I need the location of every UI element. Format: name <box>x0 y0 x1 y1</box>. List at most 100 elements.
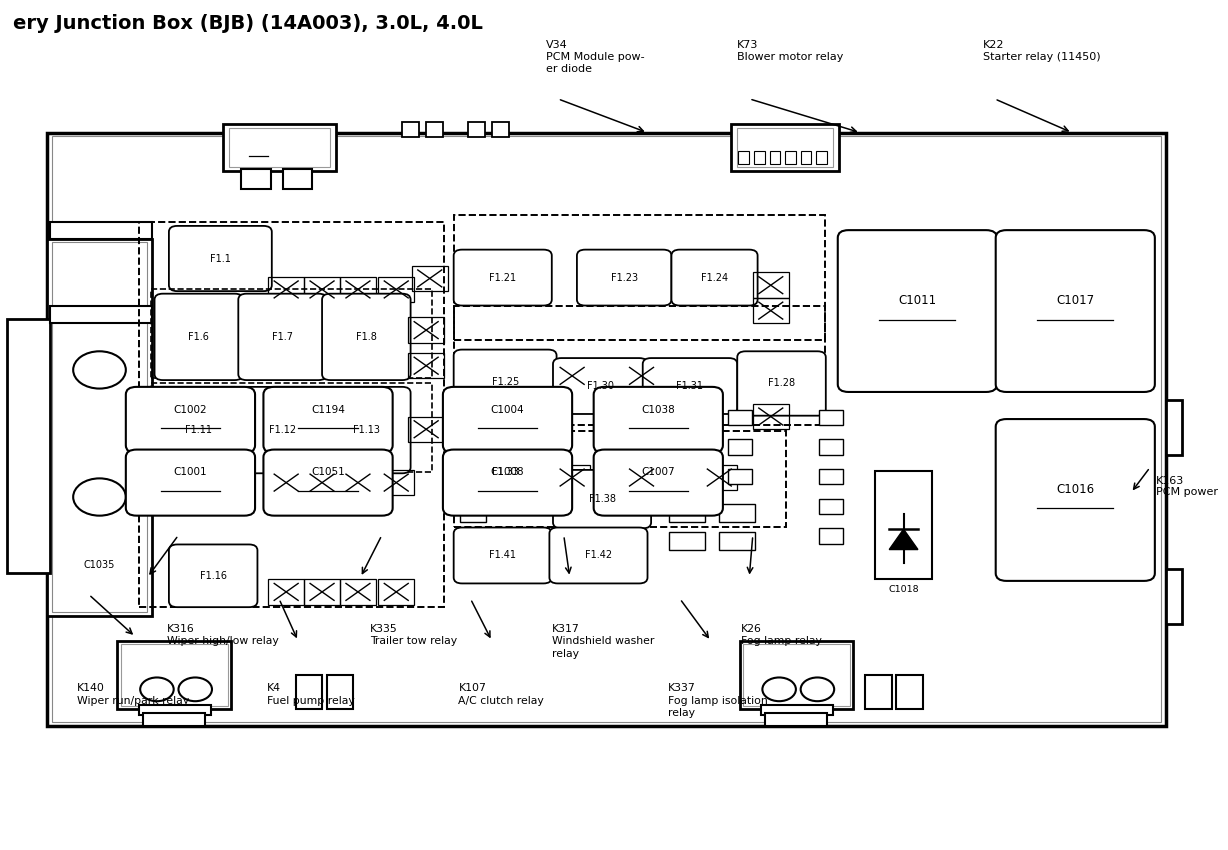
FancyBboxPatch shape <box>737 351 825 416</box>
FancyBboxPatch shape <box>443 450 572 516</box>
Text: F1.8: F1.8 <box>356 332 377 342</box>
Text: F1.41: F1.41 <box>489 551 516 560</box>
Polygon shape <box>889 530 919 550</box>
Text: C1018: C1018 <box>888 585 919 594</box>
Bar <box>122 643 227 706</box>
FancyBboxPatch shape <box>837 230 997 392</box>
Bar <box>241 169 270 190</box>
Bar <box>151 290 432 378</box>
Bar <box>492 122 508 137</box>
Bar <box>669 504 705 523</box>
FancyBboxPatch shape <box>996 419 1154 581</box>
Bar <box>770 151 780 164</box>
Text: F1.25: F1.25 <box>491 377 518 387</box>
Bar <box>228 128 330 167</box>
Bar <box>222 124 336 171</box>
FancyBboxPatch shape <box>549 528 647 583</box>
Bar <box>731 124 839 171</box>
Bar <box>268 277 305 302</box>
FancyBboxPatch shape <box>169 226 271 292</box>
Bar <box>411 266 448 292</box>
Text: K4
Fuel pump relay: K4 Fuel pump relay <box>266 683 355 706</box>
Bar <box>801 151 812 164</box>
Bar <box>753 298 788 323</box>
Bar <box>701 465 737 490</box>
Bar <box>624 465 659 490</box>
FancyBboxPatch shape <box>672 250 758 305</box>
Bar <box>1165 400 1183 455</box>
Bar <box>819 410 842 425</box>
Bar <box>669 532 705 551</box>
Bar <box>817 151 826 164</box>
Text: ery Junction Box (BJB) (14A003), 3.0L, 4.0L: ery Junction Box (BJB) (14A003), 3.0L, 4… <box>14 14 484 33</box>
FancyBboxPatch shape <box>593 387 723 453</box>
Text: C1035: C1035 <box>84 560 115 570</box>
FancyBboxPatch shape <box>238 294 327 380</box>
Text: C1017: C1017 <box>1056 294 1094 308</box>
Bar <box>720 504 755 523</box>
Bar <box>139 222 445 607</box>
Bar <box>739 641 853 709</box>
Text: F1.16: F1.16 <box>200 571 227 581</box>
Bar <box>118 641 231 709</box>
Bar <box>403 122 419 137</box>
Bar <box>408 317 445 343</box>
Text: F1.31: F1.31 <box>677 381 704 391</box>
Bar <box>819 499 842 514</box>
Bar <box>554 465 591 490</box>
Bar <box>624 363 659 388</box>
FancyBboxPatch shape <box>453 442 556 503</box>
Text: F1.24: F1.24 <box>701 273 728 282</box>
Bar <box>453 431 786 527</box>
Bar <box>139 705 211 715</box>
Bar <box>340 277 376 302</box>
FancyBboxPatch shape <box>553 358 647 414</box>
Bar <box>305 470 340 496</box>
Bar <box>459 506 486 523</box>
Text: F1.13: F1.13 <box>352 425 379 435</box>
Bar <box>765 713 826 726</box>
Bar <box>761 705 833 715</box>
Bar <box>728 410 752 425</box>
Text: K163
PCM power: K163 PCM power <box>1156 476 1218 497</box>
FancyBboxPatch shape <box>642 358 737 414</box>
Bar <box>468 122 485 137</box>
Text: F1.7: F1.7 <box>273 332 293 342</box>
Bar <box>327 675 354 709</box>
FancyBboxPatch shape <box>322 387 410 473</box>
Bar <box>268 579 305 604</box>
FancyBboxPatch shape <box>264 387 393 453</box>
Text: F1.21: F1.21 <box>489 273 516 282</box>
Bar <box>50 222 152 239</box>
FancyBboxPatch shape <box>169 545 258 607</box>
Bar <box>720 532 755 551</box>
Bar <box>378 470 414 496</box>
Bar <box>305 579 340 604</box>
Text: K317
Windshield washer
relay: K317 Windshield washer relay <box>551 624 655 659</box>
FancyBboxPatch shape <box>155 294 243 380</box>
Bar <box>340 579 376 604</box>
FancyBboxPatch shape <box>453 250 551 305</box>
FancyBboxPatch shape <box>155 387 243 473</box>
Text: F1.38: F1.38 <box>588 494 615 504</box>
Bar <box>453 306 825 425</box>
Bar <box>896 675 922 709</box>
Text: C1002: C1002 <box>173 405 208 415</box>
Text: C1008: C1008 <box>491 468 524 478</box>
Text: F1.12: F1.12 <box>269 425 296 435</box>
Bar <box>426 122 443 137</box>
Bar <box>753 404 788 429</box>
FancyBboxPatch shape <box>453 528 551 583</box>
Bar <box>819 469 842 484</box>
FancyBboxPatch shape <box>996 230 1154 392</box>
Text: F1.28: F1.28 <box>768 378 795 388</box>
Bar <box>151 382 432 472</box>
Bar <box>819 439 842 455</box>
Bar <box>785 151 796 164</box>
FancyBboxPatch shape <box>443 387 572 453</box>
Bar <box>754 151 765 164</box>
Text: F1.30: F1.30 <box>587 381 614 391</box>
Bar <box>47 133 1165 726</box>
Bar <box>728 469 752 484</box>
Bar <box>874 471 932 579</box>
